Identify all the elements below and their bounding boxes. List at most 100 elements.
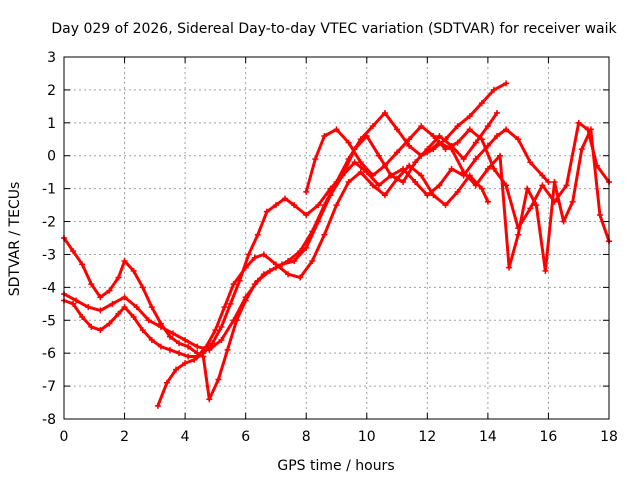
data-point xyxy=(484,123,491,130)
series-group xyxy=(61,80,612,409)
data-point xyxy=(466,126,473,133)
data-point xyxy=(236,277,243,284)
data-point xyxy=(315,202,322,209)
data-point xyxy=(121,258,128,265)
data-point xyxy=(251,254,258,261)
data-point xyxy=(309,258,316,265)
data-point xyxy=(154,402,161,409)
data-point xyxy=(569,198,576,205)
data-point xyxy=(297,274,304,281)
data-point xyxy=(503,80,510,87)
data-point xyxy=(106,287,113,294)
x-axis-label: GPS time / hours xyxy=(277,458,394,474)
data-point xyxy=(430,132,437,139)
data-point xyxy=(212,327,219,334)
y-tick-label: -3 xyxy=(42,247,56,263)
data-point xyxy=(333,126,340,133)
data-point xyxy=(478,136,485,143)
data-point xyxy=(70,300,77,307)
data-point xyxy=(333,202,340,209)
data-point xyxy=(454,188,461,195)
data-point xyxy=(493,109,500,116)
data-point xyxy=(170,330,176,337)
data-point xyxy=(560,218,567,225)
data-point xyxy=(230,281,237,288)
data-point xyxy=(454,139,461,146)
plot-frame xyxy=(63,56,610,420)
series-track-6 xyxy=(424,126,612,274)
series-line xyxy=(304,121,611,230)
data-point xyxy=(490,165,497,172)
data-point xyxy=(303,244,310,251)
data-point xyxy=(345,156,352,163)
data-point xyxy=(224,346,231,353)
data-point xyxy=(478,100,485,107)
data-point xyxy=(533,202,540,209)
data-point xyxy=(291,202,298,209)
data-point xyxy=(412,159,419,166)
data-point xyxy=(173,366,180,373)
x-tick-label: 10 xyxy=(358,429,376,445)
data-point xyxy=(191,356,198,363)
data-point xyxy=(442,136,449,143)
data-point xyxy=(251,281,258,288)
data-point xyxy=(539,172,546,179)
data-point xyxy=(163,379,170,386)
data-point xyxy=(97,327,104,334)
data-point xyxy=(282,195,289,202)
data-point xyxy=(490,86,497,93)
data-point xyxy=(130,313,137,320)
data-point xyxy=(418,152,425,159)
data-point xyxy=(157,320,164,327)
data-point xyxy=(166,346,173,353)
y-tick-label: -6 xyxy=(42,346,56,362)
series-line xyxy=(62,81,508,401)
data-point xyxy=(194,343,201,350)
data-point xyxy=(515,231,522,238)
data-point xyxy=(133,304,140,311)
y-tick-label: -5 xyxy=(42,313,56,329)
data-point xyxy=(182,360,189,367)
x-tick-label: 4 xyxy=(181,429,190,445)
data-point xyxy=(448,146,455,153)
data-point xyxy=(88,323,95,330)
data-point xyxy=(381,192,388,199)
series-line xyxy=(156,127,550,408)
data-point xyxy=(121,294,128,301)
data-point xyxy=(215,376,222,383)
data-point xyxy=(176,350,183,357)
data-point xyxy=(472,139,479,146)
x-tick-label: 16 xyxy=(540,429,558,445)
data-point xyxy=(221,304,228,311)
data-point xyxy=(148,337,155,344)
data-point xyxy=(245,251,252,258)
data-point xyxy=(157,343,164,350)
data-point xyxy=(406,142,413,149)
data-point xyxy=(412,179,419,186)
data-point xyxy=(309,228,316,235)
data-point xyxy=(254,231,261,238)
data-point xyxy=(515,136,522,143)
data-point xyxy=(200,353,207,360)
data-point xyxy=(406,162,413,169)
y-tick-label: 2 xyxy=(47,83,56,99)
data-point xyxy=(375,152,382,159)
data-point xyxy=(406,136,413,143)
grid-lines xyxy=(64,57,609,419)
data-point xyxy=(551,179,558,186)
data-point xyxy=(185,343,192,350)
data-point xyxy=(381,109,388,116)
data-point xyxy=(460,156,467,163)
x-tick-label: 14 xyxy=(479,429,497,445)
series-track-4 xyxy=(61,80,510,403)
data-point xyxy=(369,123,376,130)
data-point xyxy=(79,313,86,320)
data-point xyxy=(587,126,594,133)
chart-title: Day 029 of 2026, Sidereal Day-to-day VTE… xyxy=(51,21,617,37)
data-point xyxy=(263,208,270,215)
data-point xyxy=(272,264,279,271)
data-point xyxy=(472,182,479,189)
data-point xyxy=(321,132,328,139)
data-point xyxy=(321,231,328,238)
